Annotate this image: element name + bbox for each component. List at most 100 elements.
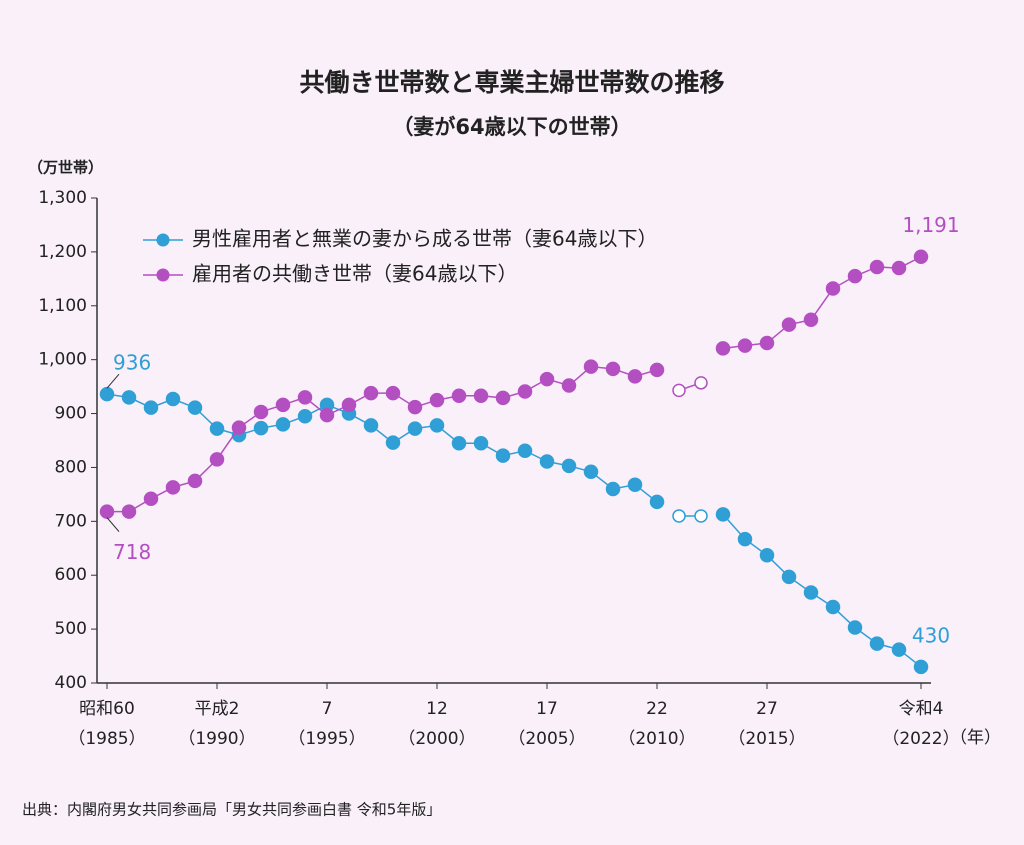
point — [605, 361, 621, 377]
point — [913, 249, 929, 264]
point — [143, 400, 159, 415]
point — [275, 417, 291, 432]
point — [121, 504, 137, 519]
point — [869, 636, 885, 651]
y-axis-label: （万世帯） — [28, 159, 103, 177]
point — [605, 481, 621, 497]
x-tick-label: 令和4 — [899, 699, 944, 719]
point — [253, 420, 269, 436]
point — [759, 335, 775, 351]
point — [737, 531, 753, 547]
y-tick-label: 900 — [55, 404, 87, 424]
label-leader — [106, 373, 120, 389]
y-tick-label: 400 — [55, 673, 87, 693]
data-label: 1,191 — [902, 213, 959, 237]
y-tick-label: 1,300 — [38, 188, 87, 208]
point — [297, 409, 313, 424]
point — [473, 435, 489, 451]
point — [99, 386, 115, 402]
point — [429, 392, 445, 408]
y-tick-label: 600 — [55, 565, 87, 585]
data-label: 718 — [113, 540, 151, 564]
point — [847, 268, 863, 284]
point — [803, 585, 819, 600]
x-tick-sublabel: （1995） — [288, 729, 365, 749]
point — [891, 642, 907, 657]
point — [781, 317, 797, 332]
x-tick-sublabel: （2005） — [508, 729, 585, 749]
x-tick-label: 22 — [646, 699, 668, 719]
point — [539, 371, 555, 387]
x-tick-label: 昭和60 — [79, 699, 135, 719]
point — [407, 421, 423, 436]
point — [429, 418, 445, 433]
point — [913, 659, 929, 675]
point — [759, 548, 775, 563]
point — [187, 473, 203, 489]
point — [737, 338, 753, 353]
point — [517, 443, 533, 458]
x-tick-sublabel: （2015） — [728, 729, 805, 749]
x-tick-sublabel: （2000） — [398, 729, 475, 749]
point — [583, 359, 599, 374]
point — [649, 494, 665, 510]
x-tick-label: 12 — [426, 699, 448, 719]
point — [825, 599, 841, 615]
x-tick-sublabel: （1990） — [178, 729, 255, 749]
point — [649, 362, 665, 378]
source: 出典：内閣府男女共同参画局「男女共同参画白書 令和5年版」 — [22, 801, 441, 819]
y-tick-label: 1,100 — [38, 296, 87, 316]
point — [143, 491, 159, 506]
y-tick-label: 1,200 — [38, 242, 87, 262]
point — [209, 421, 225, 436]
point — [495, 390, 511, 406]
point — [517, 384, 533, 399]
y-tick-label: 500 — [55, 619, 87, 639]
point — [781, 569, 797, 585]
point — [319, 407, 335, 423]
y-tick-label: 1,000 — [38, 350, 87, 370]
x-tick-label: 平成2 — [195, 699, 240, 719]
point — [803, 312, 819, 328]
point — [341, 397, 357, 413]
point — [627, 369, 643, 384]
point — [473, 388, 489, 404]
point — [165, 480, 181, 495]
legend-marker — [156, 233, 170, 247]
point — [407, 399, 423, 415]
point — [363, 385, 379, 401]
chart-title: 共働き世帯数と専業主婦世帯数の推移 — [299, 68, 724, 97]
point — [825, 281, 841, 296]
x-tick-sublabel: （1985） — [68, 729, 145, 749]
data-label: 936 — [113, 351, 151, 375]
point — [583, 464, 599, 480]
estimate-point — [672, 383, 686, 398]
point — [209, 452, 225, 467]
point — [121, 390, 137, 405]
x-tick-sublabel: （2010） — [618, 729, 695, 749]
y-tick-label: 800 — [55, 457, 87, 477]
point — [231, 420, 247, 435]
point — [847, 620, 863, 635]
point — [715, 507, 731, 522]
x-tick-label: 27 — [756, 699, 778, 719]
legend-label: 雇用者の共働き世帯（妻64歳以下） — [192, 262, 517, 286]
point — [187, 400, 203, 415]
point — [869, 259, 885, 275]
point — [495, 448, 511, 463]
point — [385, 385, 401, 401]
point — [561, 378, 577, 393]
x-tick-sublabel: （2022） — [882, 729, 959, 749]
label-leader — [106, 517, 120, 532]
point — [253, 404, 269, 420]
point — [99, 504, 115, 519]
data-label: 430 — [912, 623, 950, 647]
point — [891, 260, 907, 276]
legend-marker — [156, 268, 170, 282]
x-tick-label: 7 — [322, 699, 333, 719]
point — [275, 397, 291, 413]
point — [539, 454, 555, 469]
point — [297, 390, 313, 405]
